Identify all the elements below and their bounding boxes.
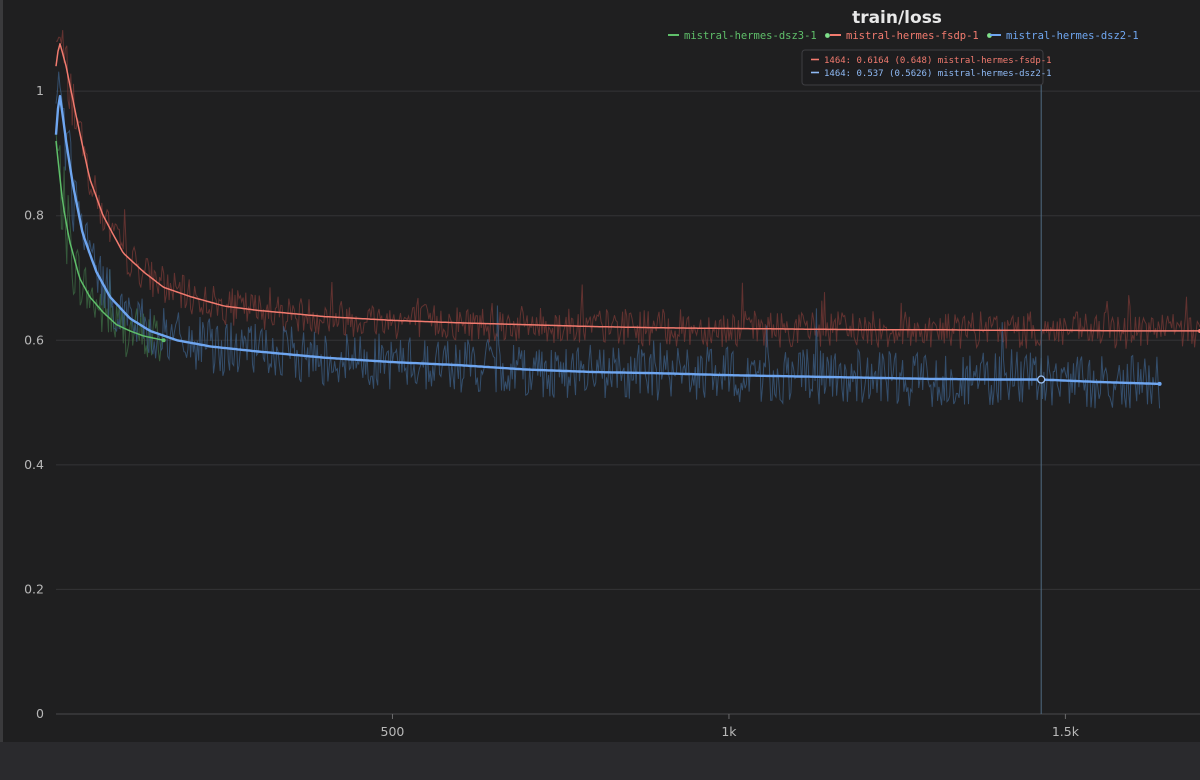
legend-active-dot <box>825 33 830 38</box>
raw-series-lines <box>55 30 1200 409</box>
x-tick-label: 1k <box>721 724 737 739</box>
axis-ticks: 0 0.2 0.4 0.6 0.8 1 500 1k 1.5k <box>24 83 1080 739</box>
smoothed-line-mistral-hermes-dsz2-1[interactable] <box>54 94 1159 385</box>
legend-item-label[interactable]: mistral-hermes-dsz2-1 <box>1006 30 1139 42</box>
x-tick-label: 1.5k <box>1052 724 1080 739</box>
series-end-point <box>1157 381 1162 386</box>
series-end-point <box>161 338 166 343</box>
tooltip-box <box>801 49 1044 86</box>
raw-line-mistral-hermes-dsz2-1 <box>55 71 1161 409</box>
panel-footer <box>0 742 1200 780</box>
raw-line-mistral-hermes-fsdp-1 <box>56 30 1200 350</box>
y-tick-label: 0.8 <box>24 208 44 223</box>
smoothed-series-lines <box>54 43 1200 386</box>
legend-item-label[interactable]: mistral-hermes-fsdp-1 <box>846 30 979 42</box>
tooltip-row: 1464: 0.537 (0.5626) mistral-hermes-dsz2… <box>824 69 1052 79</box>
x-tick-label: 500 <box>381 724 405 739</box>
y-tick-label: 0.2 <box>24 581 44 596</box>
y-tick-label: 0.4 <box>24 457 44 472</box>
legend[interactable]: mistral-hermes-dsz3-1 mistral-hermes-fsdp… <box>668 30 1139 42</box>
panel-left-border <box>0 0 3 742</box>
hover-tooltip: 1464: 0.6164 (0.648) mistral-hermes-fsdp… <box>801 49 1052 86</box>
y-tick-label: 0.6 <box>24 332 44 347</box>
smoothed-line-mistral-hermes-dsz3-1[interactable] <box>55 140 164 341</box>
grid-lines <box>56 90 1200 715</box>
chart-title: train/loss <box>852 8 942 28</box>
hover-point <box>1037 375 1046 384</box>
legend-item-label[interactable]: mistral-hermes-dsz3-1 <box>684 30 817 42</box>
raw-line-mistral-hermes-dsz3-1 <box>55 132 165 362</box>
train-loss-chart[interactable]: 0 0.2 0.4 0.6 0.8 1 500 1k 1.5k train/loss mistr… <box>0 0 1200 742</box>
hover-indicator <box>1037 84 1046 714</box>
y-tick-label: 1 <box>36 83 44 98</box>
tooltip-row: 1464: 0.6164 (0.648) mistral-hermes-fsdp… <box>824 56 1052 66</box>
smoothed-line-mistral-hermes-fsdp-1[interactable] <box>55 43 1199 332</box>
y-tick-label: 0 <box>36 706 44 721</box>
